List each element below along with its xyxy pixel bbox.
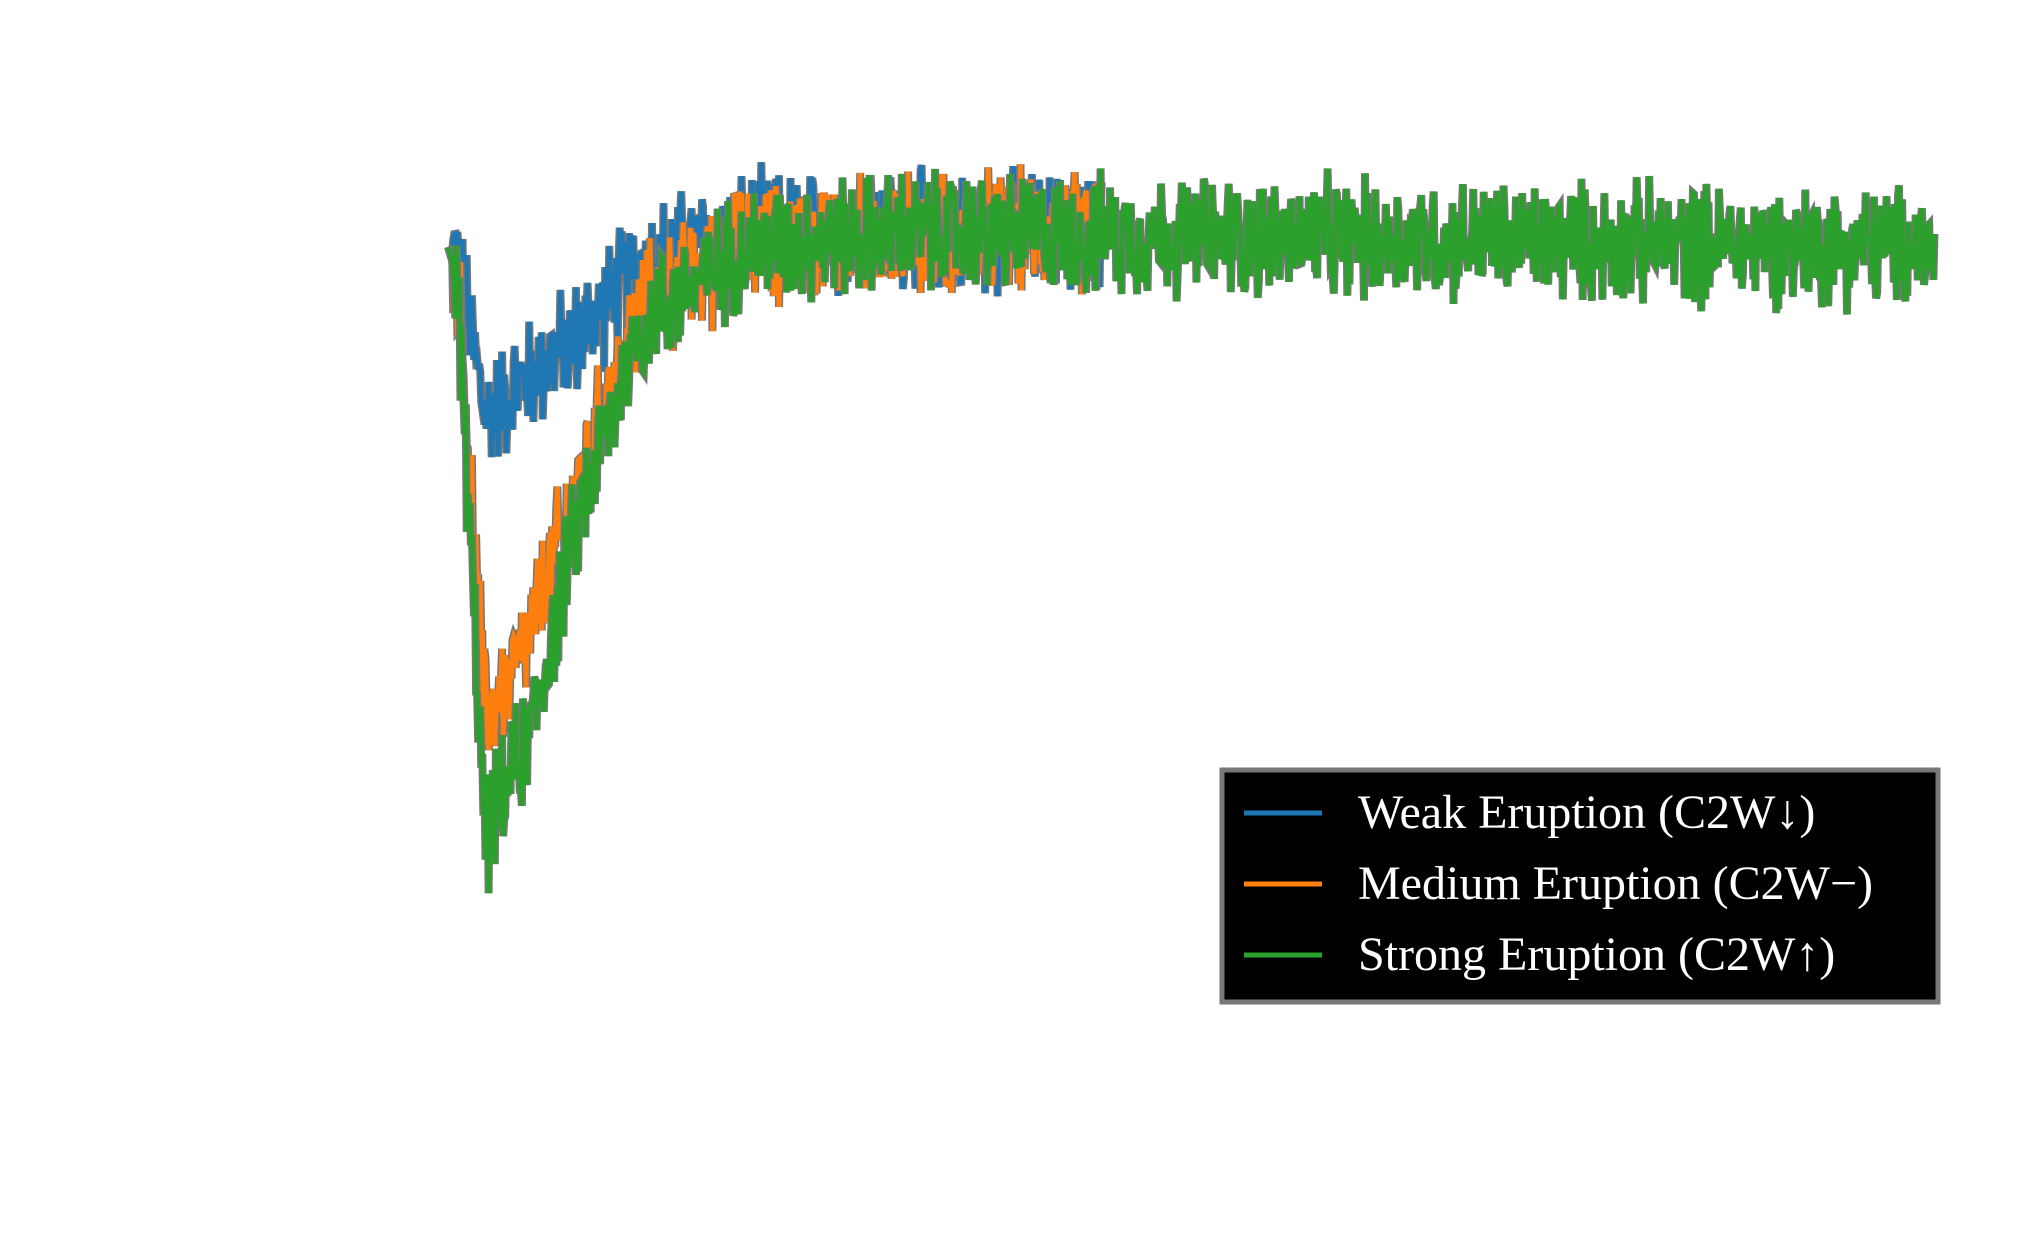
legend: Weak Eruption (C2W↓) Medium Eruption (C2… — [1219, 767, 1941, 1005]
legend-label-weak: Weak Eruption (C2W↓) — [1358, 786, 1815, 839]
legend-entry-weak: Weak Eruption (C2W↓) — [1244, 786, 1815, 839]
legend-label-strong: Strong Eruption (C2W↑) — [1358, 928, 1835, 981]
series-line-2 — [445, 168, 1937, 894]
legend-entry-strong: Strong Eruption (C2W↑) — [1244, 928, 1835, 981]
legend-label-medium: Medium Eruption (C2W−) — [1358, 857, 1873, 910]
series-layer — [444, 162, 1939, 894]
legend-entry-medium: Medium Eruption (C2W−) — [1244, 857, 1873, 910]
legend-box — [1219, 767, 1941, 1005]
